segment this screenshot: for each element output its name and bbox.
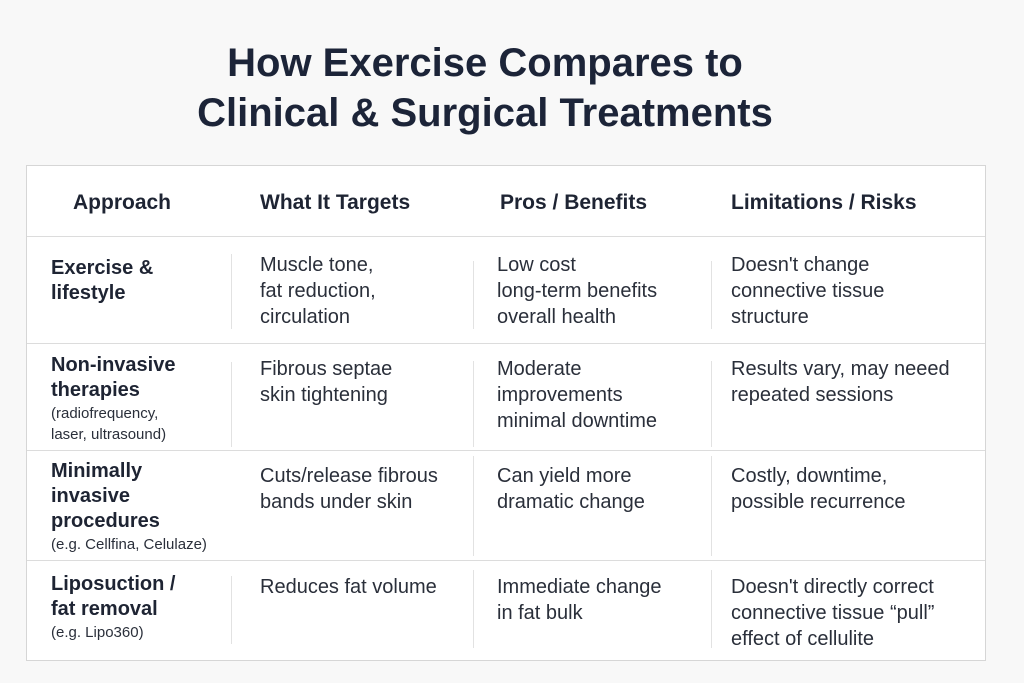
column-divider: [231, 362, 232, 447]
approach-line: Minimally: [51, 460, 143, 482]
limits-line: possible recurrence: [731, 491, 906, 513]
targets-line: fat reduction,: [260, 280, 376, 302]
targets-line: Fibrous septae: [260, 358, 393, 380]
targets-line: Reduces fat volume: [260, 576, 437, 598]
pros-line: minimal downtime: [497, 410, 658, 432]
limits-line: connective tissue “pull”: [731, 602, 935, 624]
row-divider: [27, 560, 985, 561]
title-line-2: Clinical & Surgical Treatments: [197, 91, 773, 135]
targets-line: circulation: [260, 306, 351, 328]
row-3-limitations: Costly, downtime, possible recurrence: [731, 463, 906, 515]
column-divider: [473, 456, 474, 556]
row-4-pros: Immediate change in fat bulk: [497, 574, 662, 626]
pros-line: Can yield more: [497, 465, 632, 487]
title-line-1: How Exercise Compares to: [227, 41, 743, 85]
header-targets: What It Targets: [260, 191, 411, 214]
pros-line: overall health: [497, 306, 616, 328]
limits-line: Doesn't directly correct: [731, 576, 934, 598]
page-title: How Exercise Compares to Clinical & Surg…: [120, 38, 850, 138]
column-divider: [711, 456, 712, 556]
row-4-limitations: Doesn't directly correct connective tiss…: [731, 574, 934, 652]
row-divider: [27, 343, 985, 344]
column-divider: [231, 254, 232, 329]
targets-line: Cuts/release fibrous: [260, 465, 438, 487]
approach-line: Liposuction /: [51, 573, 176, 595]
targets-line: Muscle tone,: [260, 254, 374, 276]
targets-line: bands under skin: [260, 491, 413, 513]
row-3-targets: Cuts/release fibrous bands under skin: [260, 463, 438, 515]
column-divider: [473, 570, 474, 648]
column-divider: [473, 261, 474, 329]
pros-line: Moderate: [497, 358, 582, 380]
approach-note-line: (e.g. Lipo360): [51, 624, 144, 641]
comparison-table: Approach What It Targets Pros / Benefits…: [26, 165, 986, 661]
column-divider: [711, 570, 712, 648]
row-2-pros: Moderate improvements minimal downtime: [497, 356, 657, 434]
targets-line: skin tightening: [260, 384, 388, 406]
limits-line: Results vary, may neeed: [731, 358, 950, 380]
approach-note-line: (e.g. Cellfina, Celulaze): [51, 536, 207, 553]
approach-line: procedures: [51, 510, 160, 532]
pros-line: improvements: [497, 384, 623, 406]
approach-line: Exercise &: [51, 257, 154, 279]
row-1-pros: Low cost long-term benefits overall heal…: [497, 252, 657, 330]
pros-line: in fat bulk: [497, 602, 583, 624]
row-divider: [27, 236, 985, 237]
column-divider: [711, 361, 712, 447]
row-1-limitations: Doesn't change connective tissue structu…: [731, 252, 884, 330]
limits-line: structure: [731, 306, 809, 328]
row-divider: [27, 450, 985, 451]
row-1-approach: Exercise & lifestyle: [51, 256, 153, 306]
header-approach: Approach: [73, 191, 172, 214]
row-2-targets: Fibrous septae skin tightening: [260, 356, 392, 408]
column-divider: [711, 261, 712, 329]
column-divider: [473, 361, 474, 447]
row-1-targets: Muscle tone, fat reduction, circulation: [260, 252, 376, 330]
row-4-approach: Liposuction / fat removal (e.g. Lipo360): [51, 572, 175, 643]
limits-line: repeated sessions: [731, 384, 894, 406]
header-pros: Pros / Benefits: [500, 191, 648, 214]
approach-line: Non-invasive: [51, 354, 176, 376]
approach-line: invasive: [51, 485, 130, 507]
row-4-targets: Reduces fat volume: [260, 574, 437, 600]
pros-line: dramatic change: [497, 491, 645, 513]
pros-line: long-term benefits: [497, 280, 658, 302]
limits-line: connective tissue: [731, 280, 885, 302]
row-2-approach: Non-invasive therapies (radiofrequency, …: [51, 353, 175, 445]
approach-note-line: laser, ultrasound): [51, 426, 167, 443]
approach-line: lifestyle: [51, 282, 126, 304]
approach-note-line: (radiofrequency,: [51, 405, 159, 422]
header-limitations: Limitations / Risks: [731, 191, 917, 214]
limits-line: effect of cellulite: [731, 628, 875, 650]
pros-line: Low cost: [497, 254, 576, 276]
row-3-approach: Minimally invasive procedures (e.g. Cell…: [51, 459, 207, 555]
column-divider: [231, 576, 232, 644]
pros-line: Immediate change: [497, 576, 662, 598]
row-3-pros: Can yield more dramatic change: [497, 463, 645, 515]
limits-line: Doesn't change: [731, 254, 870, 276]
row-2-limitations: Results vary, may neeed repeated session…: [731, 356, 950, 408]
limits-line: Costly, downtime,: [731, 465, 888, 487]
approach-line: therapies: [51, 379, 140, 401]
approach-line: fat removal: [51, 598, 158, 620]
